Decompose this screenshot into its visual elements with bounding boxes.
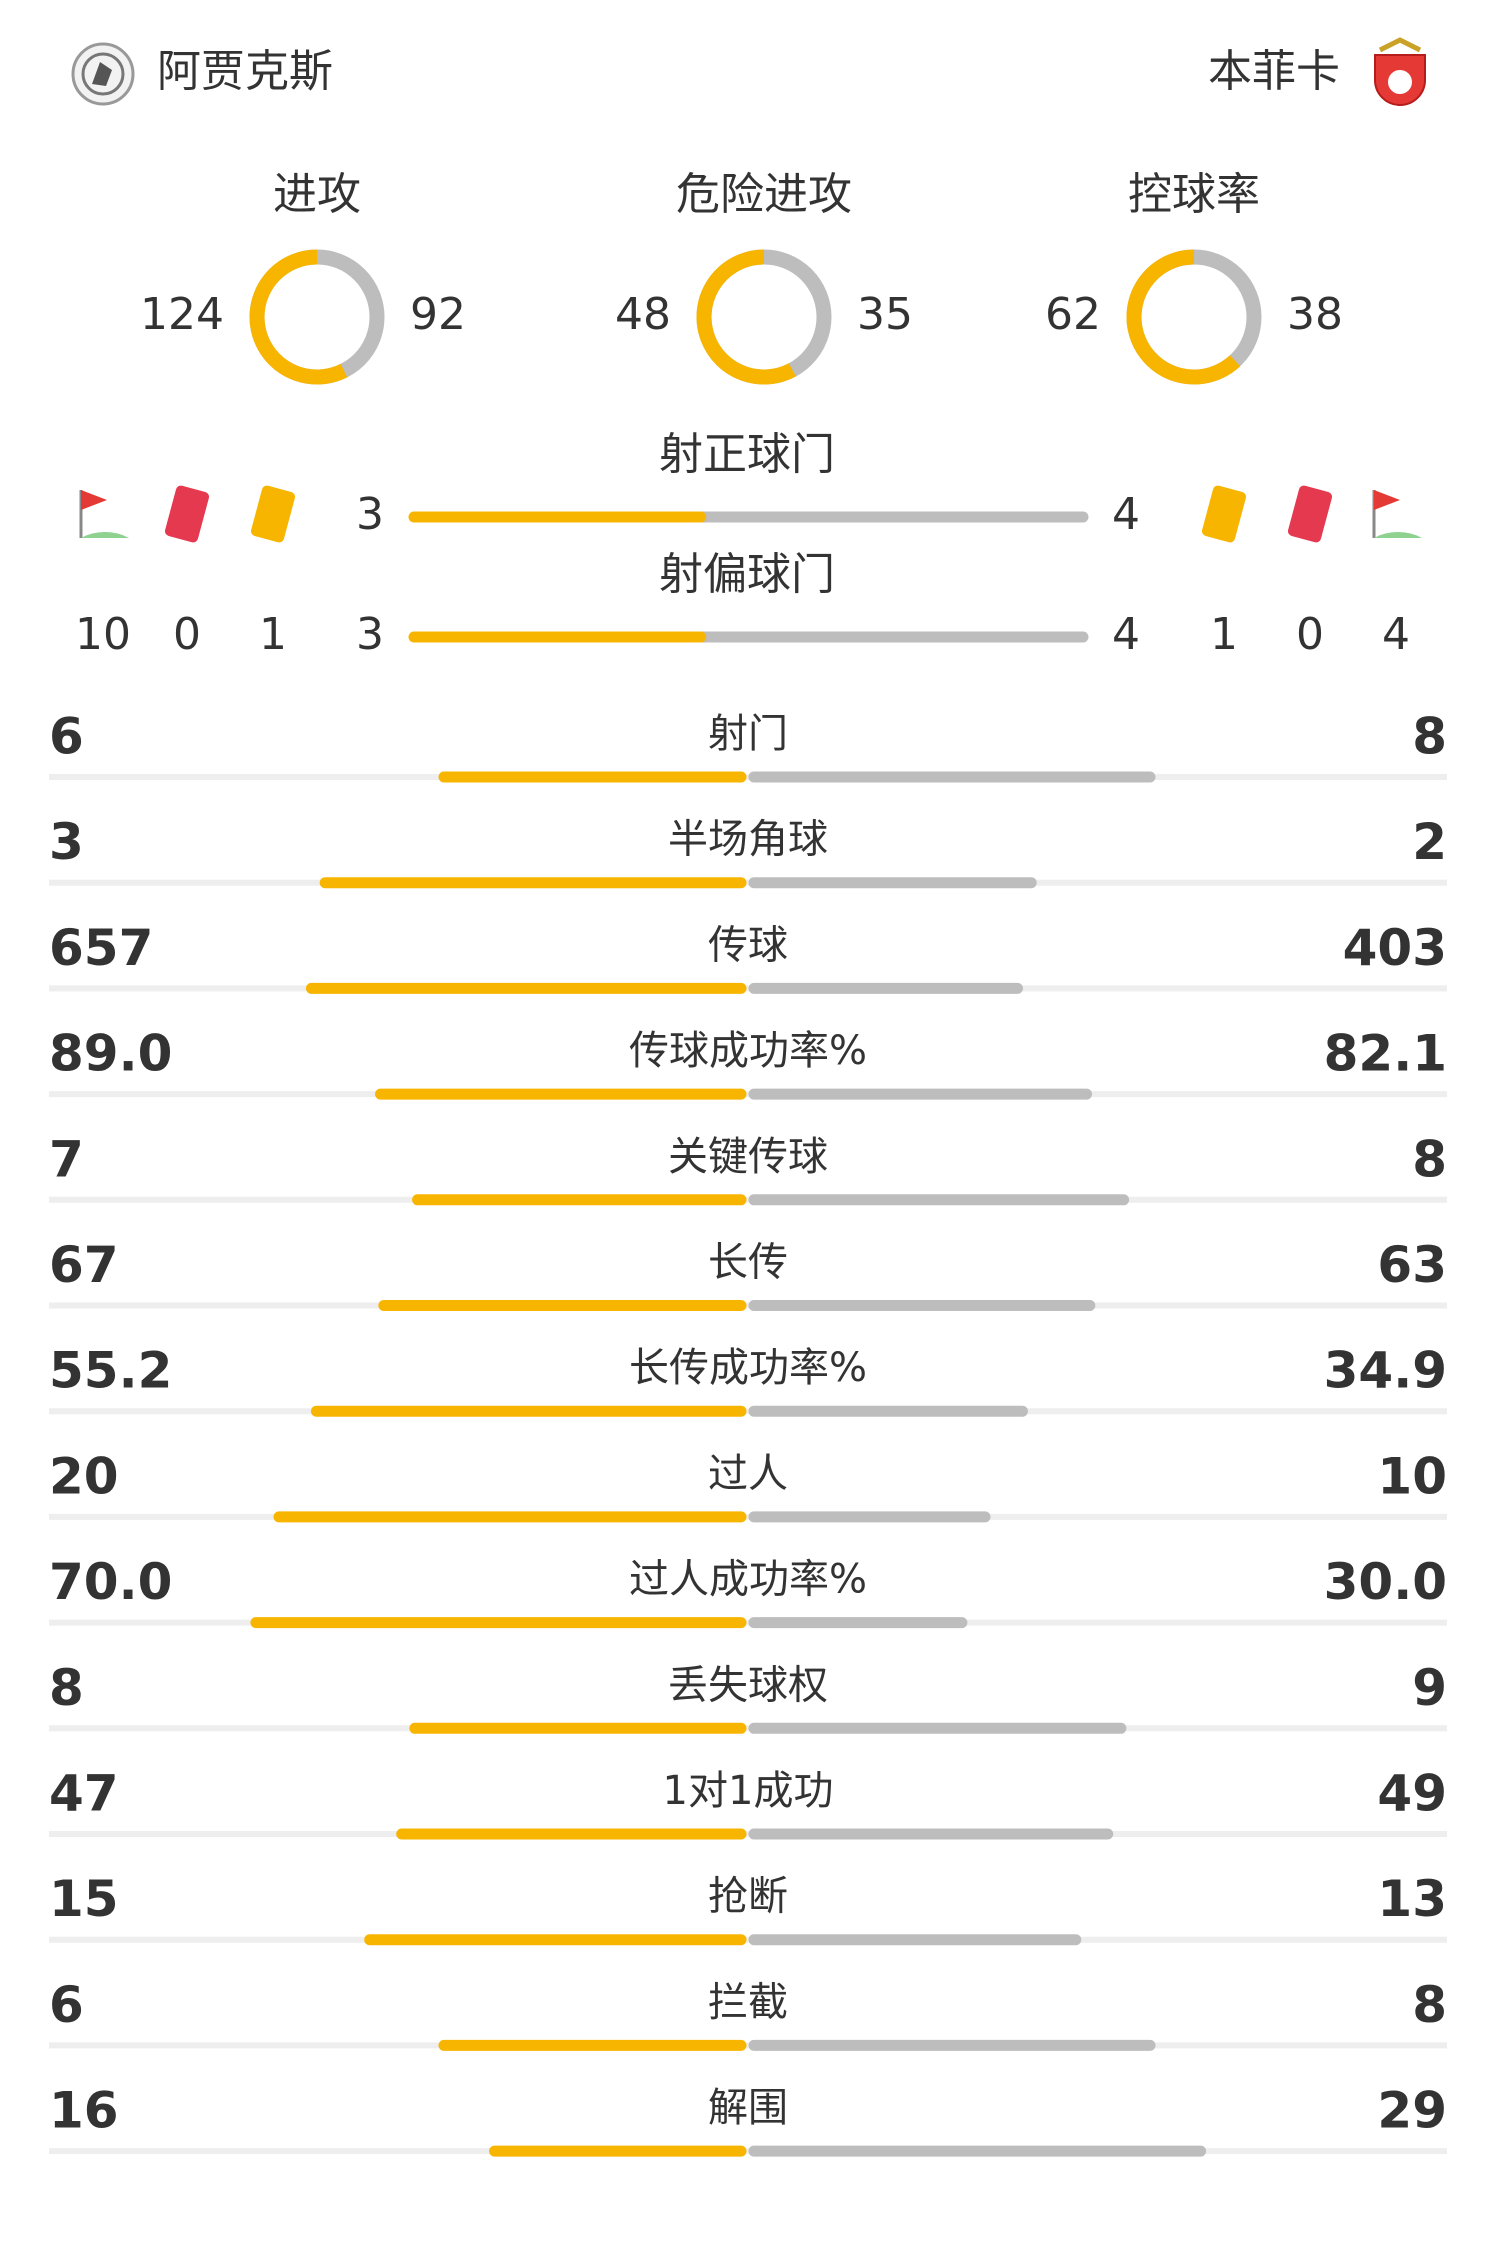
corner-icon xyxy=(1374,532,1422,538)
stat-home-value: 7 xyxy=(49,1130,84,1188)
event-home-count: 0 xyxy=(173,609,201,660)
stat-label: 解围 xyxy=(708,2085,788,2131)
stat-home-value: 20 xyxy=(49,1447,119,1505)
home-logo xyxy=(71,42,135,106)
stat-label: 射门 xyxy=(708,711,788,757)
stat-away-value: 63 xyxy=(1377,1236,1447,1294)
stat-label: 传球成功率% xyxy=(629,1028,867,1074)
event-away-count: 1 xyxy=(1210,609,1238,660)
stat-away-value: 29 xyxy=(1377,2082,1447,2140)
ring-away-value: 38 xyxy=(1287,289,1343,340)
corner-icon xyxy=(81,490,107,510)
stat-label: 1对1成功 xyxy=(663,1768,834,1814)
stat-away-value: 2 xyxy=(1412,813,1447,871)
stat-label: 过人 xyxy=(708,1451,788,1497)
stat-label: 传球 xyxy=(708,922,788,968)
ring-home-value: 48 xyxy=(615,289,671,340)
ring-label: 危险进攻 xyxy=(676,169,852,220)
away-logo xyxy=(1374,37,1426,106)
stat-home-value: 6 xyxy=(49,1976,84,2034)
ring-home-arc xyxy=(1126,249,1241,385)
stat-away-value: 8 xyxy=(1412,1976,1447,2034)
stat-label: 丢失球权 xyxy=(668,1662,828,1708)
stat-home-value: 657 xyxy=(49,919,153,977)
shot-away-value: 4 xyxy=(1112,489,1140,540)
shot-label: 射偏球门 xyxy=(659,549,835,600)
ring-home-value: 124 xyxy=(140,289,224,340)
stat-home-value: 6 xyxy=(49,708,84,766)
yellow-card-icon xyxy=(250,485,296,543)
home-team: 阿贾克斯 xyxy=(157,46,333,97)
stat-away-value: 9 xyxy=(1412,1659,1447,1717)
stat-label: 长传 xyxy=(708,1240,788,1286)
stat-label: 长传成功率% xyxy=(629,1345,867,1391)
ring-home-arc xyxy=(249,249,348,385)
stat-away-value: 8 xyxy=(1412,1130,1447,1188)
shot-home-value: 3 xyxy=(356,489,384,540)
stat-away-value: 13 xyxy=(1377,1870,1447,1928)
stat-label: 关键传球 xyxy=(668,1134,828,1180)
event-away-count: 0 xyxy=(1296,609,1324,660)
ring-home-value: 62 xyxy=(1045,289,1101,340)
stat-away-value: 82.1 xyxy=(1324,1025,1447,1083)
stat-away-value: 34.9 xyxy=(1324,1342,1447,1400)
stat-away-value: 8 xyxy=(1412,708,1447,766)
shot-home-value: 3 xyxy=(356,609,384,660)
yellow-card-icon xyxy=(1201,485,1247,543)
ring-away-value: 92 xyxy=(410,289,466,340)
shot-away-value: 4 xyxy=(1112,609,1140,660)
stat-label: 半场角球 xyxy=(668,817,828,863)
stat-away-value: 49 xyxy=(1377,1765,1447,1823)
ring-label: 进攻 xyxy=(273,169,361,220)
corner-icon xyxy=(81,532,129,538)
ring-away-value: 35 xyxy=(857,289,913,340)
stat-label: 拦截 xyxy=(708,1979,788,2025)
corner-icon xyxy=(1374,490,1400,510)
stat-home-value: 8 xyxy=(49,1659,84,1717)
stat-home-value: 16 xyxy=(49,2082,119,2140)
stat-away-value: 10 xyxy=(1377,1447,1447,1505)
red-card-icon xyxy=(164,485,210,543)
stat-home-value: 47 xyxy=(49,1765,119,1823)
ring-home-arc xyxy=(696,249,796,385)
event-home-count: 10 xyxy=(75,609,131,660)
shot-label: 射正球门 xyxy=(659,429,835,480)
stat-home-value: 89.0 xyxy=(49,1025,172,1083)
stat-label: 抢断 xyxy=(708,1874,788,1920)
stat-home-value: 3 xyxy=(49,813,84,871)
stat-home-value: 70.0 xyxy=(49,1553,172,1611)
stat-away-value: 30.0 xyxy=(1324,1553,1447,1611)
away-team: 本菲卡 xyxy=(1208,46,1340,97)
stat-home-value: 55.2 xyxy=(49,1342,172,1400)
stat-away-value: 403 xyxy=(1343,919,1447,977)
event-away-count: 4 xyxy=(1382,609,1410,660)
stat-home-value: 67 xyxy=(49,1236,119,1294)
stat-home-value: 15 xyxy=(49,1870,119,1928)
red-card-icon xyxy=(1287,485,1333,543)
event-home-count: 1 xyxy=(259,609,287,660)
stat-label: 过人成功率% xyxy=(629,1557,867,1603)
ring-label: 控球率 xyxy=(1128,169,1260,220)
